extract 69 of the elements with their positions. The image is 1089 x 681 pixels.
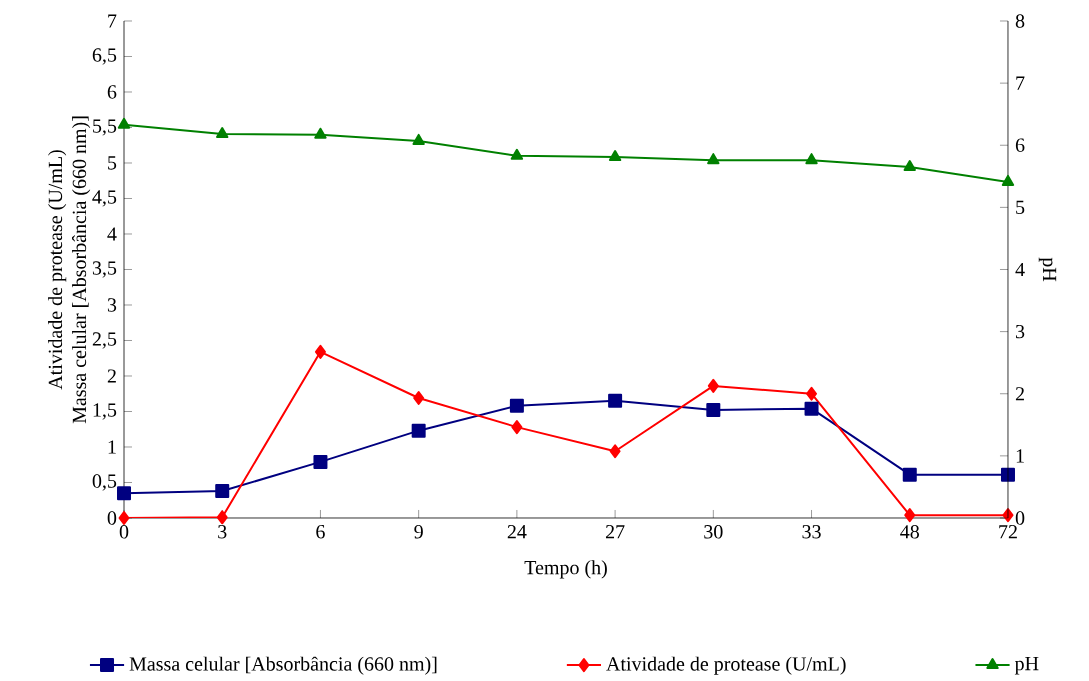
point xyxy=(216,127,229,139)
legend-label: pH xyxy=(1014,657,1039,675)
y2-tick-label: 4 xyxy=(1015,262,1025,277)
y2-axis-title: pH xyxy=(1038,257,1057,282)
point xyxy=(609,444,621,459)
point xyxy=(805,153,818,165)
point xyxy=(314,344,326,359)
x-tick-label: 48 xyxy=(900,525,920,539)
y-tick-label: 1,5 xyxy=(93,403,117,420)
x-tick-label: 24 xyxy=(507,525,527,539)
y-tick-label: 0,5 xyxy=(92,474,117,491)
point xyxy=(707,153,720,165)
point xyxy=(117,117,131,129)
point xyxy=(117,486,132,501)
y2-tick-label: 0 xyxy=(1015,511,1025,525)
point xyxy=(806,386,818,401)
x-tick-label: 3 xyxy=(218,525,227,539)
y-tick-label: 4 xyxy=(107,227,117,241)
y2-tick-label: 5 xyxy=(1016,200,1025,215)
y2-tick-label: 1 xyxy=(1016,449,1024,463)
y2-tick-label: 2 xyxy=(1015,387,1024,401)
point xyxy=(608,393,623,408)
point xyxy=(706,403,721,418)
y-tick-label: 6,5 xyxy=(92,48,117,65)
y2-tick-label: 6 xyxy=(1015,138,1025,152)
point xyxy=(216,510,228,525)
x-axis-title: Tempo (h) xyxy=(524,560,607,579)
point xyxy=(608,150,622,162)
x-tick-label: 33 xyxy=(802,525,821,539)
point xyxy=(118,510,130,525)
legend-label: Atividade de protease (U/mL) xyxy=(606,656,846,675)
y2-tick-label: 3 xyxy=(1016,324,1025,339)
y2-tick-label: 8 xyxy=(1015,14,1025,28)
y-tick-label: 5,5 xyxy=(93,119,117,136)
point xyxy=(215,484,230,499)
x-tick-label: 6 xyxy=(316,525,325,539)
y-tick-label: 6 xyxy=(107,85,117,99)
x-tick-label: 72 xyxy=(999,525,1017,539)
x-tick-label: 30 xyxy=(704,525,723,539)
point xyxy=(412,133,425,145)
y-tick-label: 2 xyxy=(107,369,116,383)
y-tick-label: 0 xyxy=(107,511,117,525)
point xyxy=(313,454,328,469)
y-tick-label: 3,5 xyxy=(92,261,117,278)
point xyxy=(314,127,327,139)
point xyxy=(413,391,425,405)
point xyxy=(1001,174,1015,186)
point xyxy=(510,148,524,160)
point xyxy=(509,398,524,413)
legend-label: Massa celular [Absorbância (660 nm)] xyxy=(129,656,437,675)
y-tick-label: 2,5 xyxy=(92,332,117,349)
y-tick-label: 4,5 xyxy=(92,190,117,207)
point xyxy=(904,508,916,523)
y-tick-label: 7 xyxy=(108,14,117,28)
x-tick-label: 0 xyxy=(119,525,129,539)
point xyxy=(804,401,819,416)
point xyxy=(902,467,917,482)
x-tick-label: 9 xyxy=(414,525,423,539)
y-tick-label: 3 xyxy=(107,298,117,312)
x-tick-label: 27 xyxy=(605,525,625,539)
text: Atividade de protease (U/mL) xyxy=(48,150,67,390)
y2-tick-label: 7 xyxy=(1016,76,1025,90)
y-tick-label: 5 xyxy=(108,156,117,170)
text: Massa celular [Absorbância (660 nm)] xyxy=(72,116,91,424)
point xyxy=(903,160,916,171)
y-tick-label: 1 xyxy=(108,440,116,454)
point xyxy=(511,420,523,435)
point xyxy=(411,423,426,438)
point xyxy=(707,378,719,393)
